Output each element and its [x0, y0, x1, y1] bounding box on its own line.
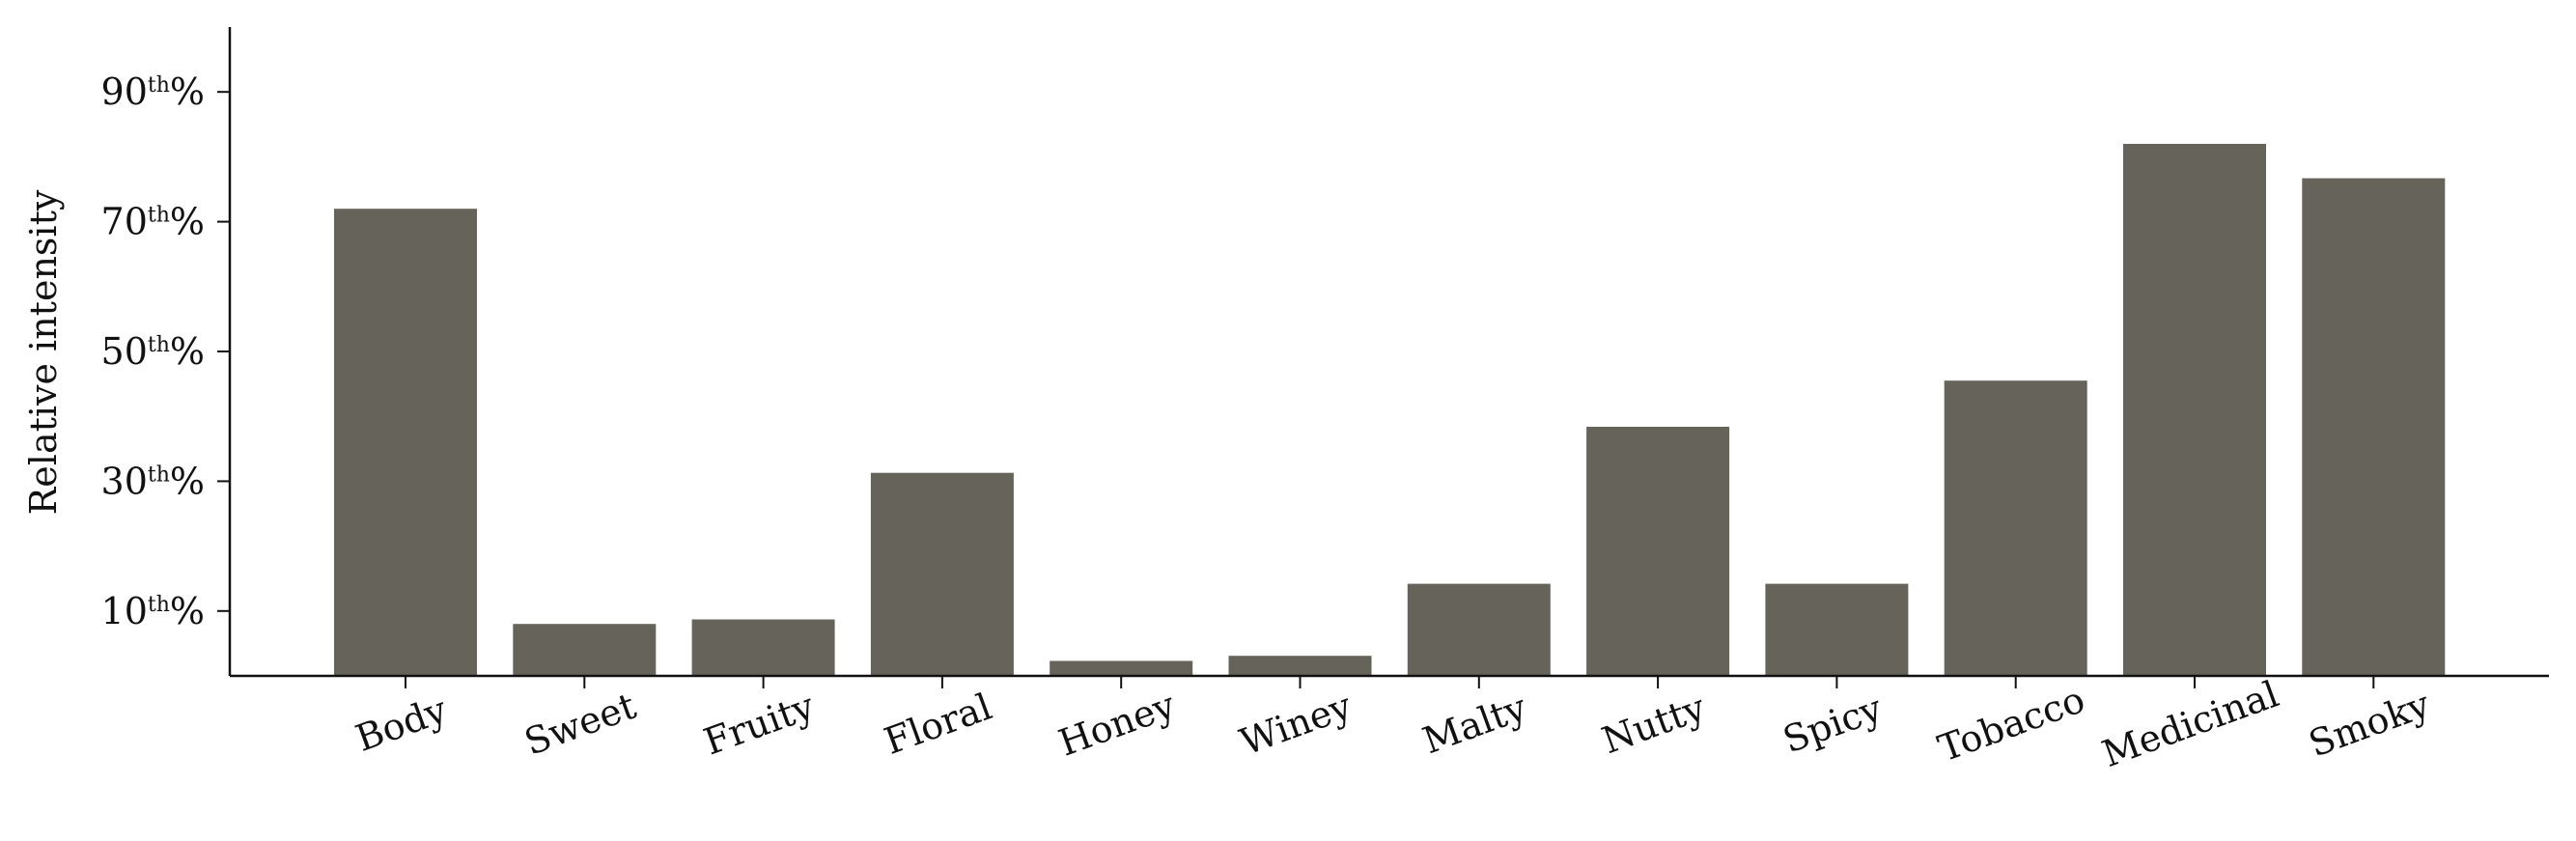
bar-floral	[870, 472, 1014, 676]
bar-smoky	[2302, 178, 2446, 677]
bars-layer	[334, 144, 2446, 677]
bar-malty	[1407, 583, 1551, 676]
bar-winey	[1228, 656, 1372, 676]
x-tick-label: Winey	[1235, 685, 1358, 764]
bar-honey	[1050, 660, 1193, 676]
bar-sweet	[513, 624, 657, 676]
x-tick-label: Sweet	[519, 685, 642, 764]
x-tick-label: Tobacco	[1933, 678, 2090, 770]
y-tick-label: 90th%	[101, 70, 205, 113]
x-tick-label: Medicinal	[2096, 673, 2283, 776]
bar-medicinal	[2123, 144, 2266, 676]
x-tick-label: Spicy	[1778, 687, 1888, 762]
y-tick-label: 30th%	[101, 460, 205, 502]
bar-fruity	[691, 619, 835, 676]
y-tick-label: 50th%	[101, 330, 205, 373]
bar-body	[334, 209, 477, 676]
x-tick-label: Floral	[879, 686, 997, 763]
x-tick-label: Nutty	[1597, 686, 1712, 762]
x-tick-label: Smoky	[2304, 683, 2436, 766]
x-tick-label: Honey	[1053, 684, 1181, 765]
x-tick-label: Body	[350, 687, 453, 760]
y-ticks-layer: 10th% 30th% 50th% 70th% 90th%	[101, 70, 230, 632]
bar-spicy	[1765, 583, 1909, 676]
bar-nutty	[1586, 427, 1730, 676]
y-tick-label: 10th%	[101, 590, 205, 632]
x-ticks-layer: Body Sweet Fruity Floral Honey Winey Malty Nutt…	[350, 673, 2436, 776]
y-axis-label: Relative intensity	[22, 189, 65, 515]
y-tick-label: 70th%	[101, 201, 205, 243]
bar-tobacco	[1944, 380, 2087, 676]
x-tick-label: Malty	[1417, 686, 1532, 762]
x-tick-label: Fruity	[698, 685, 820, 764]
